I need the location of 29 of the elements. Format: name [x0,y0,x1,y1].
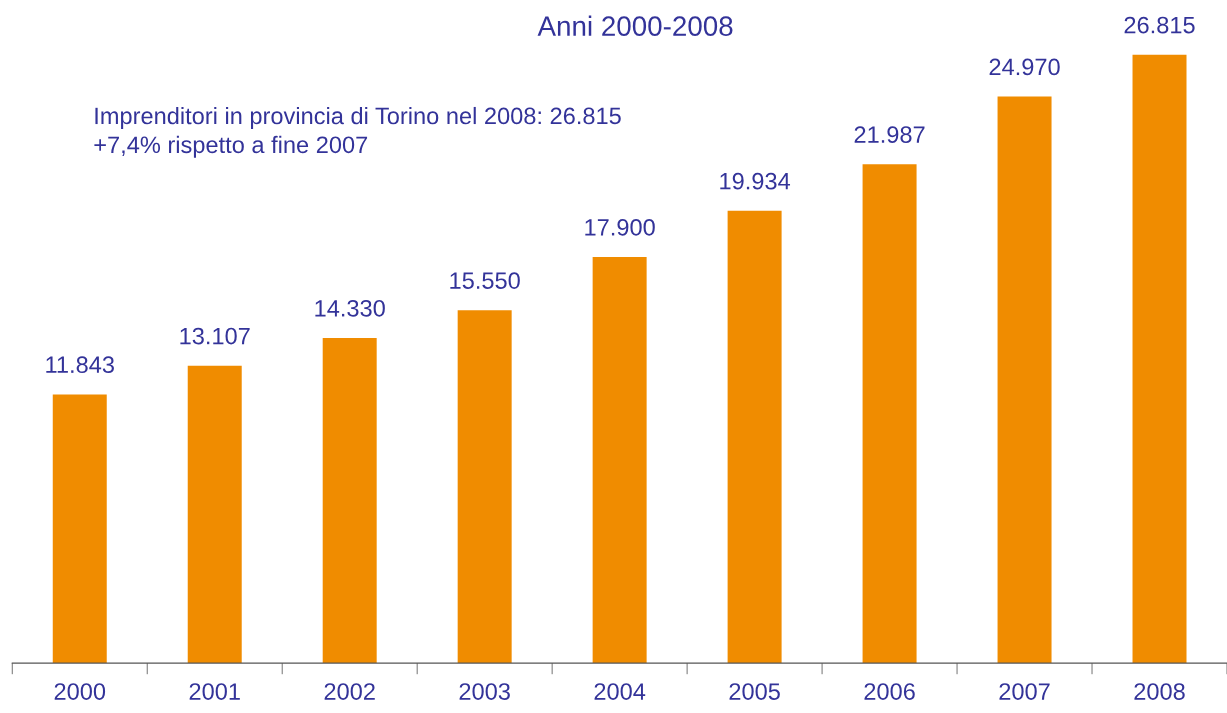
bar [862,164,917,664]
data-label: 21.987 [854,126,925,143]
data-label: 15.550 [450,272,520,289]
x-tick-label: 2001 [189,683,240,700]
x-tick-label: 2007 [999,683,1050,700]
x-tick-label: 2006 [864,683,915,700]
x-tick-label: 2003 [459,683,510,700]
data-label: 26.815 [1124,16,1195,34]
x-tick-label: 2000 [54,683,106,700]
data-label: 13.107 [180,327,250,345]
x-tick-label: 2005 [729,683,780,700]
data-label: 17.900 [585,218,655,236]
bar [727,210,782,664]
bar [187,365,242,664]
data-label: 19.934 [720,172,791,190]
data-label: 11.843 [46,356,114,374]
bar [997,96,1052,664]
x-tick-label: 2002 [324,683,375,700]
bar [52,394,107,664]
x-tick-label: 2008 [1134,683,1185,700]
bar [322,337,377,664]
bar [592,257,647,664]
data-label: 14.330 [315,299,385,317]
x-tick-label: 2004 [594,683,646,700]
data-label: 24.970 [989,58,1060,76]
chart-title: Anni 2000-2008 [537,15,733,36]
bar [457,310,512,664]
annotation: Imprenditori in provincia di Torino nel 2008: 26.815 +7,4% rispetto a fine 2007 [94,106,621,158]
bar [1132,54,1187,664]
